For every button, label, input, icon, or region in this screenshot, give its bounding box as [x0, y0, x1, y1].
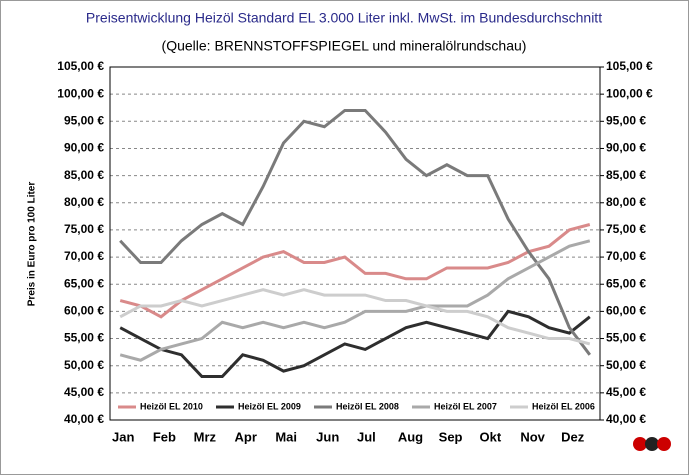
x-tick-label: Aug: [398, 429, 423, 444]
x-tick-label: Jun: [316, 429, 339, 444]
chart-title: Preisentwicklung Heizöl Standard EL 3.00…: [86, 10, 602, 26]
y2-tick-label: 75,00 €: [606, 222, 646, 236]
y2-tick-label: 105,00 €: [606, 59, 653, 73]
legend-label: Heizöl EL 2008: [336, 401, 399, 411]
x-tick-label: Dez: [561, 429, 585, 444]
y-tick-label: 90,00 €: [64, 141, 104, 155]
logo: [633, 437, 671, 451]
x-tick-label: Mai: [275, 429, 297, 444]
y2-tick-label: 70,00 €: [606, 249, 646, 263]
y2-tick-label: 50,00 €: [606, 358, 646, 372]
legend-label: Heizöl EL 2007: [434, 401, 497, 411]
y2-tick-label: 65,00 €: [606, 276, 646, 290]
series-line: [119, 108, 591, 356]
legend-label: Heizöl EL 2006: [532, 401, 595, 411]
y2-tick-label: 95,00 €: [606, 113, 646, 127]
x-tick-label: Jan: [112, 429, 134, 444]
y-tick-label: 85,00 €: [64, 168, 104, 182]
y-tick-label: 55,00 €: [64, 331, 104, 345]
y-tick-label: 40,00 €: [64, 412, 104, 426]
plot-border: [109, 66, 601, 421]
series-line: [119, 288, 591, 346]
y-tick-label: 75,00 €: [64, 222, 104, 236]
y-tick-label: 45,00 €: [64, 385, 104, 399]
x-tick-label: Sep: [439, 429, 463, 444]
y2-tick-label: 100,00 €: [606, 86, 653, 100]
series-line: [119, 239, 591, 362]
y-tick-label: 60,00 €: [64, 304, 104, 318]
legend-label: Heizöl EL 2010: [140, 401, 203, 411]
legend-label: Heizöl EL 2009: [238, 401, 301, 411]
y2-tick-label: 45,00 €: [606, 385, 646, 399]
y-tick-label: 50,00 €: [64, 358, 104, 372]
y2-tick-label: 85,00 €: [606, 168, 646, 182]
y-tick-label: 105,00 €: [57, 59, 104, 73]
y2-tick-label: 80,00 €: [606, 195, 646, 209]
x-tick-label: Mrz: [194, 429, 217, 444]
y2-tick-label: 40,00 €: [606, 412, 646, 426]
series-line: [119, 223, 591, 319]
x-tick-label: Apr: [235, 429, 257, 444]
x-tick-label: Jul: [357, 429, 376, 444]
y2-tick-label: 60,00 €: [606, 304, 646, 318]
chart-subtitle: (Quelle: BRENNSTOFFSPIEGEL und mineralöl…: [162, 38, 527, 54]
y2-tick-label: 55,00 €: [606, 331, 646, 345]
x-tick-label: Nov: [520, 429, 545, 444]
series-line: [119, 309, 591, 379]
y-tick-label: 70,00 €: [64, 249, 104, 263]
y-tick-label: 100,00 €: [57, 86, 104, 100]
y-tick-label: 80,00 €: [64, 195, 104, 209]
y2-tick-label: 90,00 €: [606, 141, 646, 155]
x-tick-label: Okt: [480, 429, 502, 444]
y-tick-label: 95,00 €: [64, 113, 104, 127]
y-tick-label: 65,00 €: [64, 276, 104, 290]
x-tick-label: Feb: [153, 429, 176, 444]
y-axis-title: Preis in Euro pro 100 Liter: [27, 182, 38, 307]
